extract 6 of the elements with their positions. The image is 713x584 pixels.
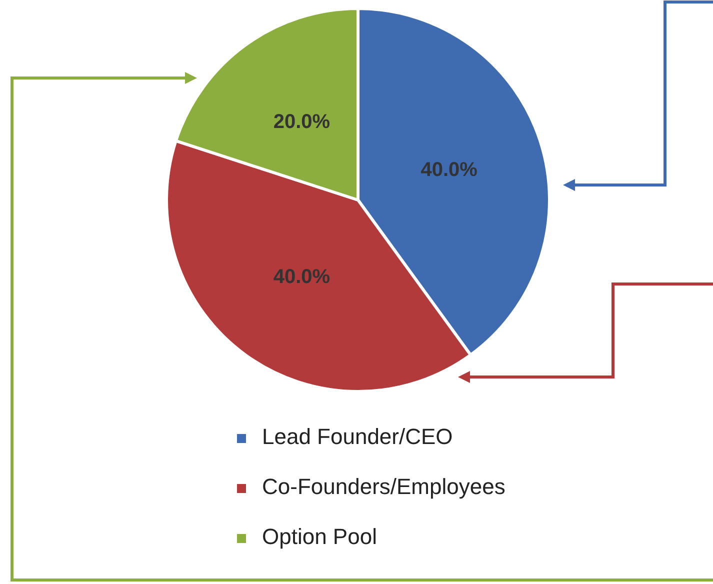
data-label: 40.0%	[273, 266, 330, 288]
legend-label: Lead Founder/CEO	[262, 424, 453, 450]
legend-label: Option Pool	[262, 524, 377, 550]
data-label: 40.0%	[420, 158, 478, 181]
legend-label: Co-Founders/Employees	[262, 474, 506, 500]
data-label: 20.0%	[273, 111, 330, 134]
